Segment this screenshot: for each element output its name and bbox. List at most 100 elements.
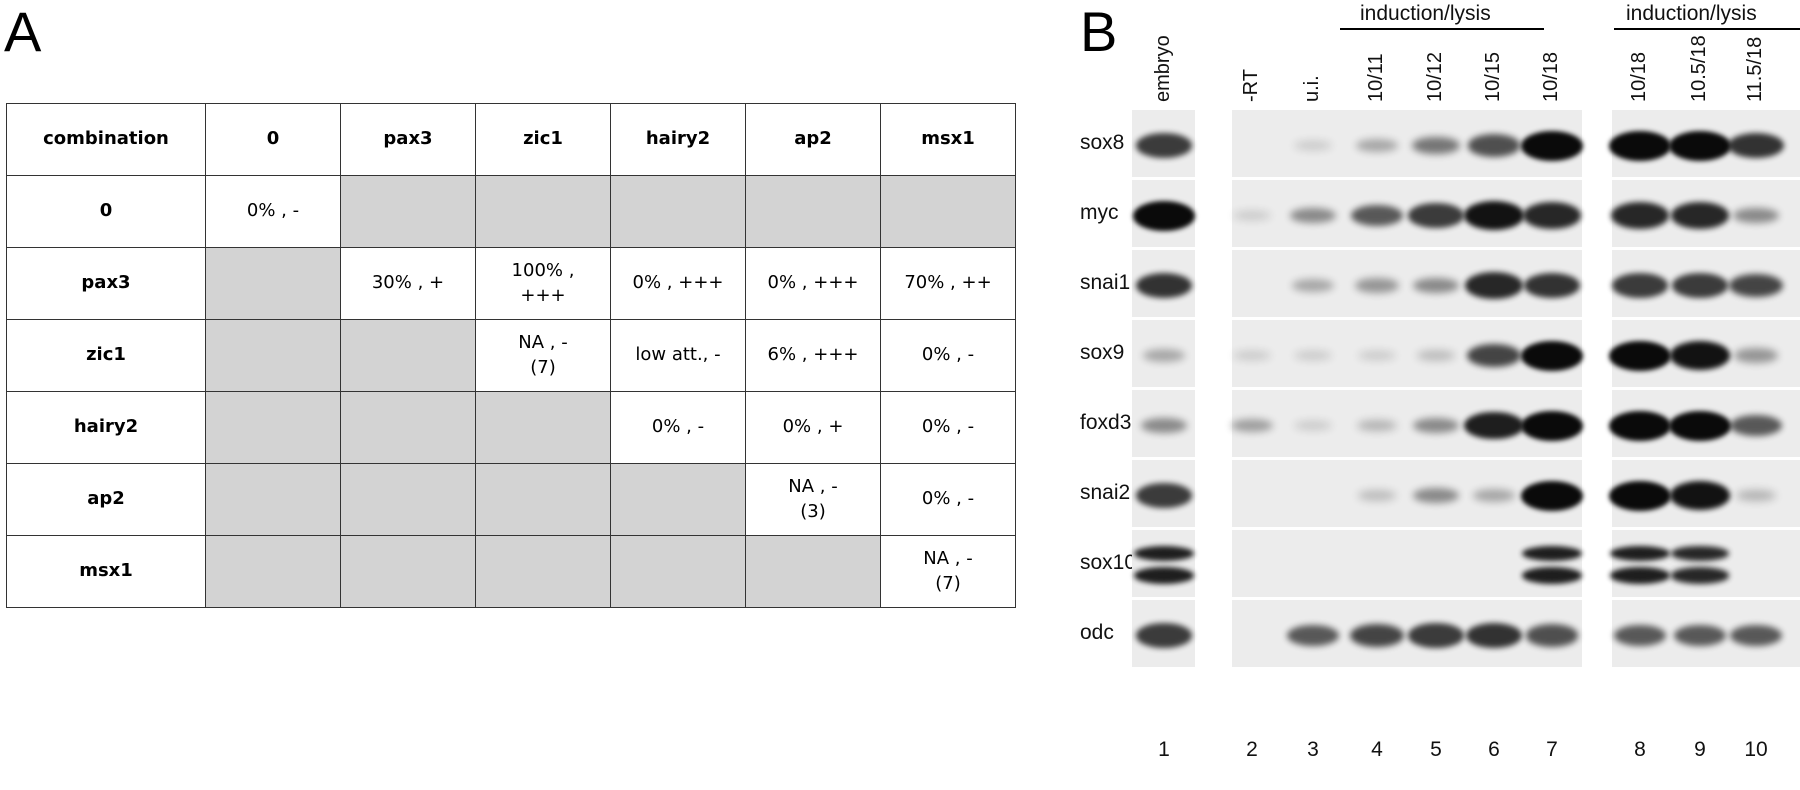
lane-number: 10 bbox=[1744, 738, 1768, 761]
blot-band bbox=[1466, 343, 1522, 368]
gene-label: snai2 bbox=[1080, 480, 1131, 504]
blot-band bbox=[1136, 133, 1192, 158]
header-cell: pax3 bbox=[340, 103, 476, 176]
lane-label: 10/18 bbox=[1628, 51, 1650, 102]
blot-band bbox=[1525, 624, 1579, 647]
blot-band bbox=[1357, 490, 1397, 501]
table-cell: low att., - bbox=[610, 319, 746, 392]
blot-band bbox=[1136, 623, 1192, 648]
gene-label: myc bbox=[1080, 200, 1119, 224]
blot-band bbox=[1290, 207, 1336, 224]
blot-band bbox=[1349, 623, 1405, 648]
blot-band bbox=[1521, 130, 1583, 161]
empty-cell bbox=[340, 535, 476, 608]
empty-cell bbox=[475, 391, 611, 464]
gene-label: snai1 bbox=[1080, 270, 1131, 294]
row-header: zic1 bbox=[6, 319, 206, 392]
blot-band bbox=[1464, 411, 1524, 440]
empty-cell bbox=[340, 463, 476, 536]
blot-band bbox=[1413, 417, 1459, 434]
table-cell: 0% , - bbox=[880, 391, 1016, 464]
blot-band bbox=[1413, 277, 1459, 294]
blot-band bbox=[1609, 340, 1671, 371]
blot-band bbox=[1294, 420, 1332, 431]
lane-number: 9 bbox=[1694, 738, 1706, 761]
table-row: 0 0% , - bbox=[6, 175, 1016, 248]
panel-b-letter: B bbox=[1080, 0, 1118, 63]
group-label-left: induction/lysis bbox=[1360, 2, 1491, 25]
table-cell: 30% , + bbox=[340, 247, 476, 320]
blot-strip bbox=[1132, 320, 1195, 387]
blot-band bbox=[1612, 273, 1668, 298]
table-cell: 100% , +++ bbox=[475, 247, 611, 320]
group-bracket-left bbox=[1340, 28, 1544, 30]
lane-label: -RT bbox=[1240, 69, 1262, 102]
empty-cell bbox=[745, 535, 881, 608]
blot-band bbox=[1408, 203, 1464, 228]
blot-band bbox=[1356, 139, 1398, 152]
combination-table: combination 0 pax3 zic1 hairy2 ap2 msx1 … bbox=[6, 103, 1016, 608]
blot-band bbox=[1610, 202, 1670, 229]
blot-strip bbox=[1612, 530, 1800, 597]
lane-label: 10/15 bbox=[1482, 51, 1504, 102]
blot-band bbox=[1463, 201, 1525, 230]
gene-label: foxd3 bbox=[1080, 410, 1132, 434]
lane-number: 2 bbox=[1246, 738, 1258, 761]
blot-band bbox=[1355, 278, 1399, 293]
lane-number: 8 bbox=[1634, 738, 1646, 761]
row-header: hairy2 bbox=[6, 391, 206, 464]
lane-label: 10/11 bbox=[1365, 53, 1387, 102]
row-header: pax3 bbox=[6, 247, 206, 320]
lane-label: u.i. bbox=[1301, 75, 1323, 102]
table-cell: 0% , +++ bbox=[745, 247, 881, 320]
table-cell: NA , - (3) bbox=[745, 463, 881, 536]
empty-cell bbox=[475, 175, 611, 248]
blot-band bbox=[1294, 350, 1332, 361]
blot-band bbox=[1521, 340, 1583, 371]
blot-band bbox=[1522, 545, 1582, 562]
lane-number: 3 bbox=[1307, 738, 1319, 761]
blot-band bbox=[1294, 140, 1332, 151]
empty-cell bbox=[340, 319, 476, 392]
blot-strip bbox=[1232, 530, 1582, 597]
blot-band bbox=[1233, 350, 1271, 361]
blot-band bbox=[1473, 489, 1515, 502]
panel-a-letter: A bbox=[4, 0, 42, 63]
blot-strip bbox=[1132, 530, 1195, 597]
blot-band bbox=[1730, 414, 1782, 437]
blot-band bbox=[1143, 349, 1185, 362]
blot-band bbox=[1610, 545, 1670, 562]
row-header: ap2 bbox=[6, 463, 206, 536]
lane-number: 7 bbox=[1546, 738, 1558, 761]
blot-band bbox=[1133, 200, 1195, 231]
blot-band bbox=[1134, 567, 1194, 584]
table-row: zic1 NA , - (7) low att., - 6% , +++ 0% … bbox=[6, 319, 1016, 392]
blot-band bbox=[1734, 348, 1778, 363]
blot-band bbox=[1465, 622, 1523, 649]
blot-band bbox=[1522, 567, 1582, 584]
empty-cell bbox=[340, 391, 476, 464]
empty-cell bbox=[205, 391, 341, 464]
lane-label: 10/12 bbox=[1424, 51, 1446, 102]
gene-label: sox8 bbox=[1080, 130, 1125, 154]
blot-band bbox=[1522, 202, 1582, 229]
header-cell: zic1 bbox=[475, 103, 611, 176]
table-cell: 0% , +++ bbox=[610, 247, 746, 320]
table-row: pax3 30% , + 100% , +++ 0% , +++ 0% , ++… bbox=[6, 247, 1016, 320]
blot-band bbox=[1136, 483, 1192, 508]
blot-band bbox=[1412, 136, 1460, 155]
blot-band bbox=[1521, 480, 1583, 511]
blot-band bbox=[1669, 341, 1731, 370]
empty-cell bbox=[205, 319, 341, 392]
table-row: ap2 NA , - (3) 0% , - bbox=[6, 463, 1016, 536]
blot-band bbox=[1467, 134, 1521, 157]
empty-cell bbox=[340, 175, 476, 248]
gene-label: sox10 bbox=[1080, 550, 1137, 574]
table-row: msx1 NA , - (7) bbox=[6, 535, 1016, 608]
header-cell: msx1 bbox=[880, 103, 1016, 176]
empty-cell bbox=[610, 535, 746, 608]
blot-band bbox=[1614, 624, 1666, 647]
blot-band bbox=[1135, 272, 1193, 299]
blot-band bbox=[1610, 567, 1670, 584]
empty-cell bbox=[610, 175, 746, 248]
